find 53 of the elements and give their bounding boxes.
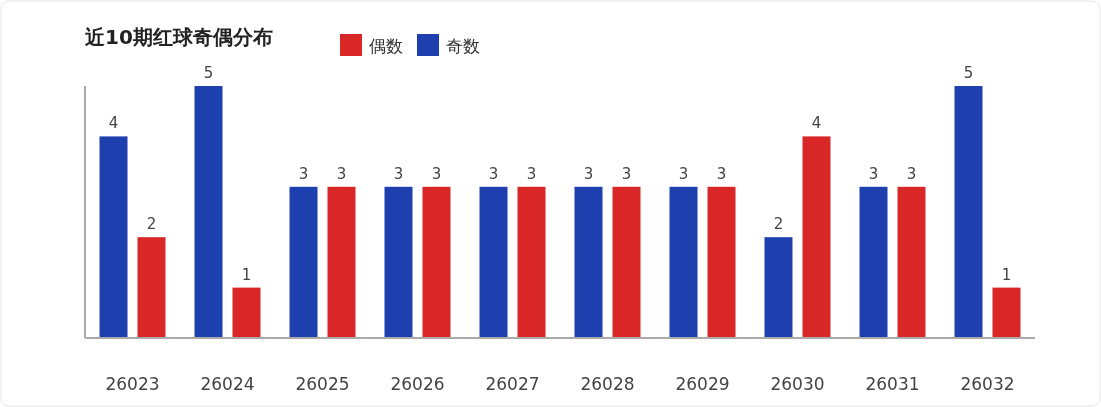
legend-label: 奇数 [446,36,480,56]
x-tick-label: 26029 [675,374,730,394]
data-label: 5 [203,64,214,82]
legend-label: 偶数 [369,36,403,56]
bar [992,287,1021,338]
data-label: 3 [298,164,309,183]
data-label: 1 [1001,265,1012,284]
bar [232,287,261,338]
data-label: 3 [868,164,879,183]
data-label: 1 [241,265,252,284]
data-label: 3 [526,164,537,183]
bar [574,186,603,338]
x-tick-label: 26032 [960,374,1015,394]
bar [764,237,793,338]
data-label: 3 [906,164,917,183]
bar [384,186,413,338]
data-label: 3 [488,164,499,183]
data-label: 3 [583,164,594,183]
bar [802,136,831,338]
data-label: 3 [336,164,347,183]
data-label: 4 [108,114,119,133]
x-tick-label: 26028 [580,374,635,394]
x-tick-label: 26023 [105,374,160,394]
bar [289,186,318,338]
bar [517,186,546,338]
bar [669,186,698,338]
bar [859,186,888,338]
data-label: 2 [146,215,157,234]
bar [327,186,356,338]
bar [99,136,128,338]
bar [897,186,926,338]
x-tick-label: 26027 [485,374,540,394]
data-label: 3 [393,164,404,183]
x-tick-label: 26024 [200,374,255,394]
bar [707,186,736,338]
bar [612,186,641,338]
data-label: 5 [963,64,974,82]
x-tick-label: 26031 [865,374,920,394]
bar [194,86,223,338]
x-tick-label: 26030 [770,374,825,394]
bar [954,86,983,338]
x-tick-label: 26025 [295,374,350,394]
bar [137,237,166,338]
x-tick-label: 26026 [390,374,445,394]
bar [479,186,508,338]
data-label: 3 [678,164,689,183]
data-label: 3 [716,164,727,183]
bar [422,186,451,338]
chart-title: 近10期红球奇偶分布 [84,25,273,49]
data-label: 2 [773,215,784,234]
data-label: 3 [621,164,632,183]
data-label: 3 [431,164,442,183]
data-label: 4 [811,114,822,133]
